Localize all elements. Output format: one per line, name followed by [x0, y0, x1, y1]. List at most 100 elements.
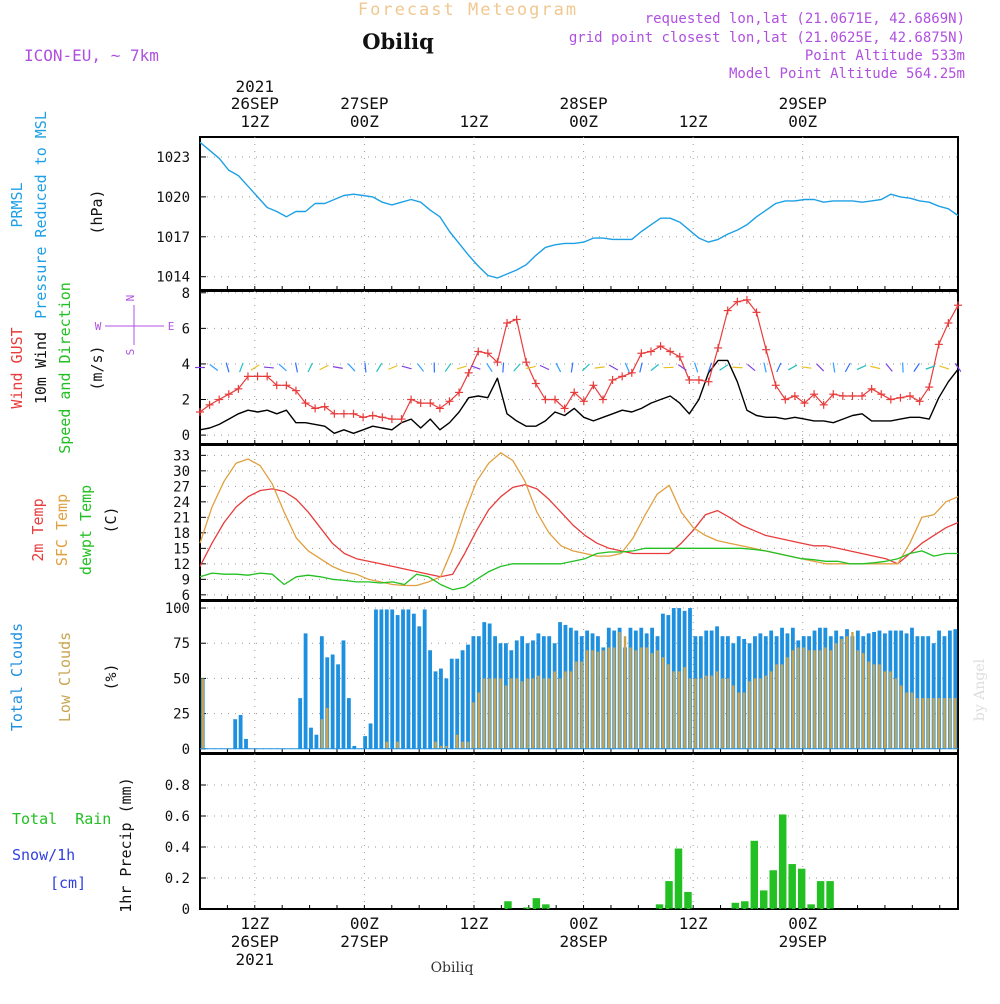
low-cloud-bar: [467, 742, 469, 749]
total-cloud-bar: [369, 723, 373, 748]
pressure-label-msl: Pressure Reduced to MSL: [32, 111, 50, 319]
gust-marker: [944, 319, 952, 327]
low-cloud-bar: [488, 678, 490, 748]
gust-marker: [465, 369, 473, 377]
low-cloud-bar: [575, 662, 577, 749]
gust-marker: [916, 397, 924, 405]
top-date-label: 26SEP: [231, 94, 279, 113]
total-cloud-bar: [396, 615, 400, 749]
gust-marker: [254, 372, 262, 380]
bottom-hour-label: 00Z: [569, 914, 598, 933]
low-cloud-bar: [510, 678, 512, 748]
precip-labels: Total Rain Snow/1h [cm] 1hr Precip (mm): [12, 777, 135, 912]
temp-label-sfc: SFC Temp: [53, 494, 71, 566]
wind-direction-arrow: [801, 367, 811, 368]
compass-w: W: [95, 320, 102, 333]
y-tick-label-clouds: 50: [173, 671, 190, 687]
low-cloud-bar: [738, 692, 740, 748]
gust-marker: [589, 381, 597, 389]
low-cloud-bar: [651, 653, 653, 749]
gust-marker: [513, 315, 521, 323]
y-tick-label-temp: 30: [173, 464, 190, 480]
low-cloud-bar: [835, 643, 837, 749]
y-tick-label-temp: 9: [182, 572, 190, 588]
pressure-label-prmsl: PRMSL: [8, 182, 26, 227]
wind-label-dir: Speed and Direction: [56, 282, 74, 454]
low-cloud-bar: [846, 636, 848, 749]
gust-marker: [666, 347, 674, 355]
total-cloud-bar: [428, 650, 432, 749]
gust-marker: [474, 347, 482, 355]
low-cloud-bar: [472, 702, 474, 748]
wind-direction-arrow: [845, 363, 850, 372]
y-tick-label-wind: 2: [182, 393, 190, 409]
panel-frame-pressure: [200, 137, 958, 290]
total-cloud-bar: [412, 614, 416, 749]
y-tick-label-precip: 0.4: [165, 840, 190, 856]
low-cloud-bar: [922, 698, 924, 749]
total-cloud-bar: [239, 715, 243, 749]
rain-bar: [684, 892, 691, 909]
wind-unit: (m/s): [88, 345, 106, 390]
temp-label-2m: 2m Temp: [29, 498, 47, 561]
temp-labels: 2m Temp SFC Temp dewpt Temp (C): [29, 485, 120, 575]
bottom-date-label: 29SEP: [779, 932, 827, 951]
gust-marker: [196, 408, 204, 416]
low-cloud-bar: [792, 650, 794, 749]
low-cloud-bar: [521, 681, 523, 749]
gust-marker: [350, 410, 358, 418]
cloud-labels: Total Clouds Low Clouds (%): [8, 623, 120, 731]
low-cloud-bar: [678, 671, 680, 748]
low-cloud-bar: [927, 698, 929, 749]
low-cloud-bar: [689, 678, 691, 748]
total-cloud-bar: [347, 698, 351, 749]
y-tick-label-clouds: 75: [173, 636, 190, 652]
total-cloud-bar: [466, 645, 470, 749]
rain-bar: [751, 841, 758, 909]
wind-direction-arrow: [333, 367, 343, 369]
pressure-unit: (hPa): [88, 189, 106, 234]
gust-marker: [647, 347, 655, 355]
panel-frame-temp: [200, 445, 958, 600]
low-cloud-bar: [727, 678, 729, 748]
panel-precip: 00.20.40.60.8: [165, 754, 958, 918]
total-cloud-bar: [315, 735, 319, 749]
low-cloud-bar: [532, 678, 534, 748]
bottom-hour-label: 12Z: [460, 914, 489, 933]
gridpoint-coords: grid point closest lon,lat (21.0625E, 42…: [569, 30, 965, 46]
y-tick-label-temp: 24: [173, 495, 190, 511]
wind-direction-arrow: [720, 365, 728, 371]
y-tick-label-precip: 0: [182, 902, 190, 918]
low-cloud-bar: [645, 647, 647, 748]
wind-direction-arrow: [732, 367, 742, 368]
y-tick-label-precip: 0.2: [165, 871, 190, 887]
y-tick-label-temp: 21: [173, 510, 190, 526]
gust-marker: [925, 383, 933, 391]
total-cloud-bar: [450, 659, 454, 749]
y-tick-label-clouds: 0: [182, 742, 190, 758]
gust-marker: [311, 404, 319, 412]
low-cloud-bar: [505, 685, 507, 748]
low-cloud-bar: [494, 678, 496, 748]
gust-marker: [714, 344, 722, 352]
total-cloud-bar: [298, 698, 302, 749]
total-cloud-bar: [342, 640, 346, 748]
low-cloud-bar: [543, 678, 545, 748]
gust-marker: [359, 413, 367, 421]
gust-marker: [887, 396, 895, 404]
wind-direction-arrow: [886, 364, 892, 372]
wind-direction-arrow: [833, 363, 834, 373]
low-cloud-bar: [732, 685, 734, 748]
compass-n: N: [124, 295, 137, 302]
wind-label-10m: 10m Wind: [32, 332, 50, 404]
low-cloud-bar: [797, 647, 799, 748]
low-cloud-bar: [949, 698, 951, 749]
watermark: by Angel: [972, 658, 988, 721]
total-cloud-bar: [363, 736, 367, 749]
panel-frame-clouds: [200, 601, 958, 753]
low-cloud-bar: [321, 719, 323, 749]
wind-direction-arrow: [251, 365, 259, 370]
